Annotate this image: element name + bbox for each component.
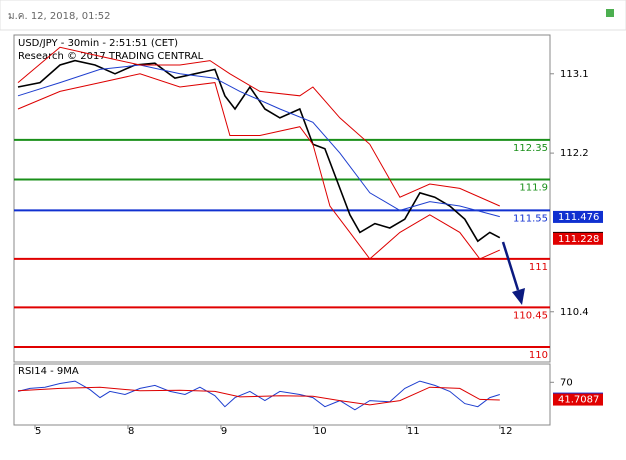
timestamp: ม.ค. 12, 2018, 01:52	[8, 11, 111, 22]
x-tick-label: 10	[314, 426, 327, 437]
series-line	[17, 380, 500, 411]
x-tick-label: 9	[221, 426, 227, 437]
y-tick-label: 113.1	[560, 69, 589, 80]
price-marker-label: 41.7087	[558, 395, 599, 406]
forecast-arrow	[501, 241, 520, 291]
level-label: 112.35	[513, 143, 548, 154]
level-label: 111	[529, 262, 548, 273]
price-marker	[553, 210, 603, 223]
y-tick-label: 110.4	[560, 307, 589, 318]
price-marker	[553, 232, 603, 245]
x-tick-label: 11	[407, 426, 420, 437]
price-marker	[553, 393, 603, 406]
x-tick-label: 12	[500, 426, 513, 437]
x-tick-label: 8	[128, 426, 134, 437]
marks: 110.4 112.2 113.1 112.35 111.9 111.55 111 110.4…	[14, 46, 603, 437]
chart-title: USD/JPY - 30min - 2:51:51 (CET)	[18, 38, 178, 49]
price-panel	[13, 34, 551, 363]
status-icon	[606, 9, 614, 17]
y-tick-label: 70	[560, 377, 573, 388]
level-label: 111.55	[513, 213, 548, 224]
y-tick-label: 112.2	[560, 148, 589, 159]
level-label: 111.9	[519, 183, 548, 194]
x-tick-label: 5	[35, 426, 41, 437]
rsi-panel	[13, 363, 551, 426]
rsi-title: RSI14 - 9MA	[18, 366, 79, 377]
series-line	[17, 64, 500, 218]
level-label: 110	[529, 350, 548, 361]
chart-subtitle: Research © 2017 TRADING CENTRAL	[18, 51, 204, 62]
series-line	[17, 73, 501, 260]
level-label: 110.45	[513, 310, 548, 321]
price-marker-label: 111.228	[558, 234, 599, 245]
forecast-arrow-head	[512, 288, 525, 305]
header-bar	[0, 0, 626, 31]
series-line	[17, 46, 501, 207]
price-marker-label: 111.476	[558, 212, 599, 223]
series-line	[17, 386, 500, 406]
